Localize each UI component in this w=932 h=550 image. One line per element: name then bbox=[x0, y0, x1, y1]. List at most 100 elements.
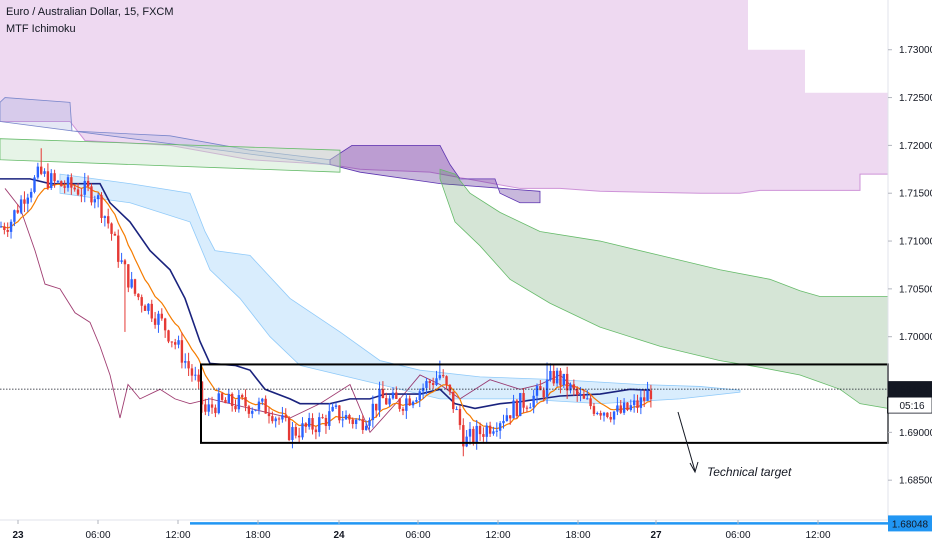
candle-body bbox=[271, 416, 274, 422]
candle-body bbox=[391, 392, 395, 399]
x-tick-label: 24 bbox=[333, 530, 345, 541]
candle-body bbox=[411, 401, 415, 406]
candle-body bbox=[462, 425, 465, 447]
candle-body bbox=[338, 405, 341, 421]
htf-cloud-overlap bbox=[329, 144, 541, 204]
candle-body bbox=[9, 221, 13, 232]
candle-body bbox=[468, 428, 472, 437]
y-tick-label: 1.70000 bbox=[899, 332, 932, 343]
candle-body bbox=[626, 402, 629, 411]
candle-body bbox=[395, 392, 398, 399]
candle-body bbox=[6, 230, 9, 232]
candle-body bbox=[16, 210, 19, 213]
candle-body bbox=[184, 361, 187, 363]
candle-body bbox=[619, 405, 622, 413]
candle-body bbox=[408, 398, 411, 406]
target-price-badge bbox=[888, 515, 932, 532]
candle-body bbox=[602, 412, 606, 416]
candle-body bbox=[612, 411, 616, 420]
candle-body bbox=[632, 400, 636, 406]
candle-body bbox=[60, 181, 63, 187]
candle-body bbox=[19, 199, 23, 213]
y-tick-label: 1.68500 bbox=[899, 476, 932, 487]
candle-body bbox=[519, 393, 522, 417]
candle-body bbox=[284, 415, 287, 418]
candle-body bbox=[26, 197, 29, 204]
candle-body bbox=[341, 419, 344, 421]
candle-body bbox=[277, 418, 281, 420]
candle-body bbox=[204, 404, 207, 412]
candle-body bbox=[576, 388, 579, 395]
candle-body bbox=[364, 425, 368, 430]
candle-body bbox=[190, 368, 194, 376]
candle-body bbox=[294, 427, 297, 436]
candle-body bbox=[50, 173, 53, 188]
x-tick-label: 06:00 bbox=[405, 530, 430, 541]
candle-body bbox=[344, 415, 348, 420]
candle-body bbox=[308, 418, 311, 427]
x-tick-label: 06:00 bbox=[85, 530, 110, 541]
candle-body bbox=[36, 166, 40, 178]
candle-body bbox=[398, 398, 401, 409]
green-band-top bbox=[0, 138, 341, 173]
candle-body bbox=[418, 391, 421, 401]
candle-body bbox=[442, 375, 445, 377]
candle-body bbox=[381, 388, 385, 399]
candle-body bbox=[515, 400, 519, 417]
candle-body bbox=[539, 386, 542, 391]
candle-body bbox=[107, 216, 110, 224]
candle-body bbox=[415, 400, 418, 402]
target-arrow-head bbox=[689, 461, 699, 474]
candle-body bbox=[227, 393, 230, 404]
candle-body bbox=[452, 391, 455, 410]
candle-body bbox=[160, 313, 163, 319]
countdown-label: 05:16 bbox=[899, 401, 924, 412]
candle-body bbox=[401, 408, 405, 411]
candle-body bbox=[137, 293, 140, 298]
candle-body bbox=[368, 420, 371, 426]
candle-body bbox=[478, 425, 482, 435]
candle-body bbox=[535, 386, 539, 396]
y-tick-label: 1.69000 bbox=[899, 428, 932, 439]
target-arrow bbox=[677, 411, 696, 472]
y-tick-label: 1.71500 bbox=[899, 189, 932, 200]
candle-body bbox=[385, 398, 388, 405]
candle-body bbox=[498, 423, 502, 431]
candle-body bbox=[207, 404, 210, 412]
candle-body bbox=[140, 297, 143, 306]
x-tick-label: 12:00 bbox=[165, 530, 190, 541]
candle-body bbox=[86, 180, 90, 187]
candle-body bbox=[334, 405, 338, 407]
candle-body bbox=[552, 370, 555, 384]
candle-body bbox=[639, 397, 643, 408]
candle-body bbox=[328, 411, 331, 426]
candle-body bbox=[475, 425, 478, 443]
candle-body bbox=[174, 342, 177, 345]
candle-body bbox=[555, 370, 559, 384]
candle-body bbox=[324, 418, 328, 426]
candle-body bbox=[257, 401, 261, 410]
ichimoku-cloud-green bbox=[439, 168, 889, 409]
candle-body bbox=[53, 173, 56, 182]
candle-body bbox=[532, 395, 535, 408]
x-tick-label: 18:00 bbox=[565, 530, 590, 541]
candle-body bbox=[153, 318, 157, 325]
countdown-badge bbox=[887, 396, 932, 414]
candle-body bbox=[73, 187, 76, 190]
candle-body bbox=[448, 384, 452, 392]
candle-body bbox=[542, 390, 545, 398]
candle-body bbox=[649, 390, 653, 400]
candle-body bbox=[428, 381, 431, 384]
candle-body bbox=[287, 417, 291, 440]
candle-body bbox=[133, 279, 137, 294]
candle-body bbox=[421, 387, 425, 392]
candle-body bbox=[522, 393, 525, 408]
candle-body bbox=[545, 379, 549, 398]
candle-body bbox=[582, 394, 586, 399]
candle-body bbox=[495, 430, 498, 432]
candle-body bbox=[314, 429, 318, 433]
candle-body bbox=[113, 233, 117, 236]
candle-body bbox=[599, 412, 602, 416]
y-tick-label: 1.73000 bbox=[899, 45, 932, 56]
